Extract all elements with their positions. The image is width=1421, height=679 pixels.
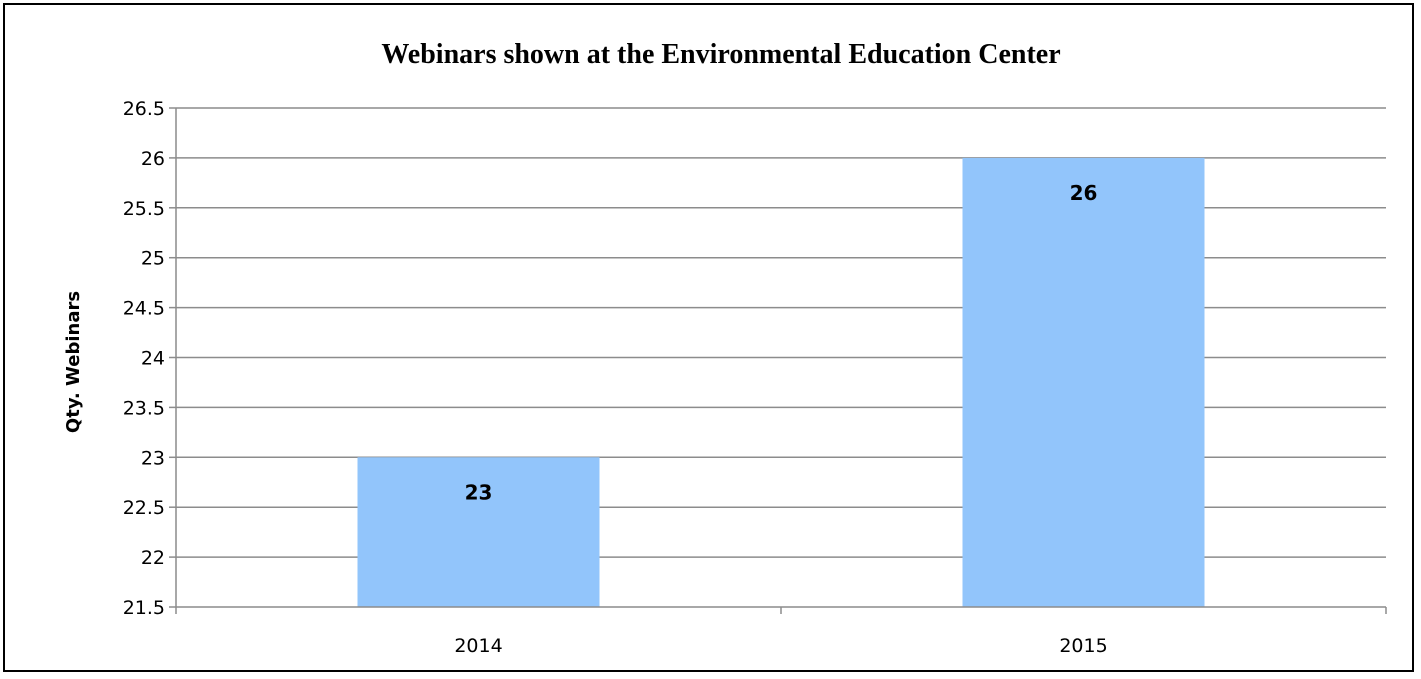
y-tick-label: 22: [141, 547, 165, 569]
labels: 21.5 22 22.5 23 23.5 24 24.5 25 25.5 26 26.5 23 2014…: [123, 98, 1108, 657]
y-tick-label: 26: [141, 148, 165, 170]
x-tick-label: 2015: [1059, 635, 1107, 657]
y-tick-label: 23.5: [123, 397, 165, 419]
bar-2015: [962, 157, 1205, 607]
bars: [357, 157, 1205, 607]
bar-2014: [357, 457, 600, 607]
chart-svg: Webinars shown at the Environmental Educ…: [63, 39, 1387, 657]
x-tick-label: 2014: [454, 635, 502, 657]
y-tick-label: 25.5: [123, 198, 165, 220]
chart-frame: Webinars shown at the Environmental Educ…: [3, 3, 1414, 672]
y-tick-label: 22.5: [123, 497, 165, 519]
data-label-2015: 26: [1070, 181, 1098, 205]
y-tick-label: 25: [141, 248, 165, 270]
data-label-2014: 23: [465, 480, 493, 504]
y-axis-label: Qty. Webinars: [63, 291, 84, 433]
y-tick-label: 24: [141, 348, 165, 370]
axes: [169, 107, 1387, 614]
y-tick-label: 26.5: [123, 98, 165, 120]
chart-title: Webinars shown at the Environmental Educ…: [381, 39, 1060, 70]
y-tick-label: 23: [141, 447, 165, 469]
y-tick-label: 21.5: [123, 597, 165, 619]
y-tick-label: 24.5: [123, 298, 165, 320]
